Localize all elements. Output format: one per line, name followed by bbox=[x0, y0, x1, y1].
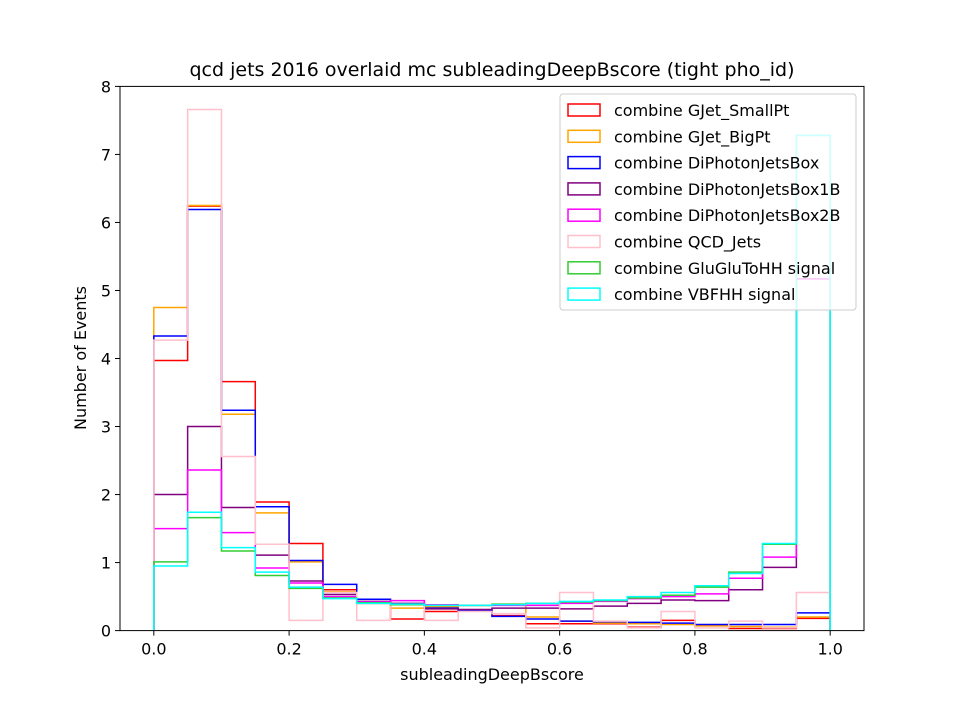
legend-swatch-6 bbox=[567, 261, 601, 275]
legend-swatch-0 bbox=[567, 103, 601, 117]
legend-label-3: combine DiPhotonJetsBox1B bbox=[614, 180, 840, 199]
y-tick-label-1: 1 bbox=[101, 554, 111, 573]
series-layer bbox=[153, 108, 831, 631]
y-tick-label-2: 2 bbox=[101, 486, 111, 505]
y-tick-label-8: 8 bbox=[101, 77, 111, 96]
legend-swatch-2 bbox=[567, 155, 601, 170]
x-axis-label: subleadingDeepBscore bbox=[400, 665, 584, 684]
legend-label-2: combine DiPhotonJetsBox bbox=[614, 154, 819, 173]
legend-swatch-4 bbox=[567, 208, 601, 222]
legend-label-7: combine VBFHH signal bbox=[614, 285, 795, 304]
series-step-line-5 bbox=[153, 108, 831, 631]
legend-label-1: combine GJet_BigPt bbox=[614, 127, 771, 147]
y-tick-label-3: 3 bbox=[101, 418, 111, 437]
series-step-line-7 bbox=[153, 134, 831, 631]
x-tick-label-3: 0.6 bbox=[547, 640, 572, 659]
x-tick-label-4: 0.8 bbox=[682, 640, 707, 659]
y-tick-label-7: 7 bbox=[101, 145, 111, 164]
legend-swatch-1 bbox=[567, 129, 601, 144]
y-tick-label-6: 6 bbox=[101, 213, 111, 232]
legend-swatch-3 bbox=[567, 182, 601, 196]
y-tick-label-0: 0 bbox=[101, 622, 111, 641]
legend-label-0: combine GJet_SmallPt bbox=[614, 101, 789, 121]
y-axis-label: Number of Events bbox=[71, 286, 90, 430]
y-tick-label-4: 4 bbox=[101, 350, 111, 369]
chart-title: qcd jets 2016 overlaid mc subleadingDeep… bbox=[190, 59, 795, 81]
y-tick-label-5: 5 bbox=[101, 281, 111, 300]
legend-label-6: combine GluGluToHH signal bbox=[614, 259, 835, 278]
x-tick-label-5: 1.0 bbox=[817, 640, 842, 659]
x-tick-label-0: 0.0 bbox=[141, 640, 166, 659]
x-tick-label-2: 0.4 bbox=[412, 640, 437, 659]
legend-swatch-7 bbox=[567, 287, 601, 301]
legend-label-4: combine DiPhotonJetsBox2B bbox=[614, 206, 840, 225]
legend-frame bbox=[559, 93, 857, 311]
x-tick-label-1: 0.2 bbox=[276, 640, 301, 659]
legend-label-5: combine QCD_Jets bbox=[614, 233, 761, 253]
y-axis-ticks: 0 1 2 3 4 5 6 7 8 bbox=[101, 77, 120, 641]
legend-swatch-5 bbox=[567, 234, 601, 249]
x-axis-ticks: 0.0 0.2 0.4 0.6 0.8 1.0 bbox=[141, 630, 843, 659]
